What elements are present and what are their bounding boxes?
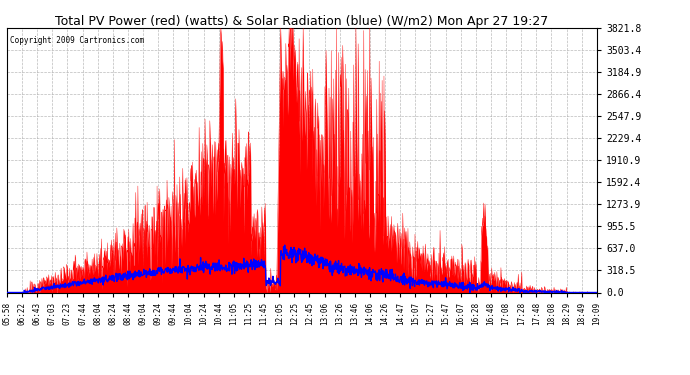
Title: Total PV Power (red) (watts) & Solar Radiation (blue) (W/m2) Mon Apr 27 19:27: Total PV Power (red) (watts) & Solar Rad… [55, 15, 549, 28]
Text: Copyright 2009 Cartronics.com: Copyright 2009 Cartronics.com [10, 36, 144, 45]
